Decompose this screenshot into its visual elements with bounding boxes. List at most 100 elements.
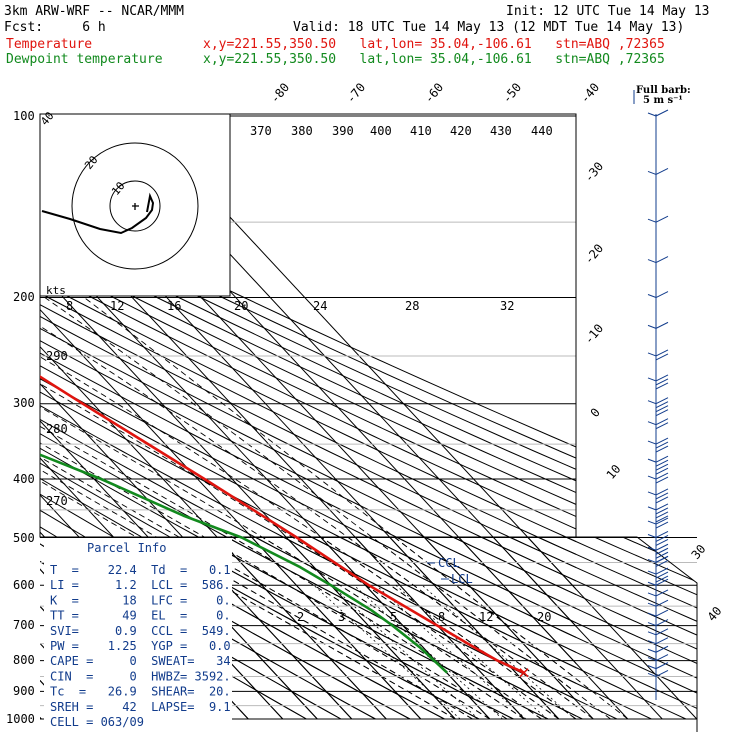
wind-barb-icon [647,578,669,586]
mixing-ratio-line [330,584,479,720]
forecast-hour: Fcst: 6 h [4,20,106,35]
isotherm-line [0,116,7,719]
pressure-label: 700 [13,618,35,632]
isotherm-label: -40 [578,80,603,106]
wind-barb-icon [647,397,669,417]
wind-barb-icon [647,374,669,390]
plot-frame [39,113,577,538]
dewpoint-trace [40,453,448,674]
wind-barbs [647,109,669,700]
moist-adiabat-line [40,537,560,720]
wind-barb-icon [647,645,669,653]
isotherm-label: -60 [422,80,447,106]
valid-time: Valid: 18 UTC Tue 14 May 13 (12 MDT Tue … [293,20,684,35]
wind-barb-icon [647,215,669,223]
parcel-info-panel: Parcel Info T = 22.4 Td = 0.1LI = 1.2 LC… [44,538,232,729]
mixing-ratio-labels: 2 3 5 8 12 20 [297,610,551,624]
mixing-ratio-label: 2 [297,610,304,624]
pressure-label: 200 [13,290,35,304]
isotherm-line [66,537,629,720]
model-title: 3km ARW-WRF -- NCAR/MMM [4,4,184,19]
pressure-label: 500 [13,531,35,545]
moist-adiabat-line [40,537,456,720]
theta-labels: 370 380 390 400 410 420 430 440 290 280 … [46,124,553,508]
parcel-info-row: K = 18 LFC = 0. [50,593,231,607]
hodograph-trace [41,192,155,235]
isotherm-line [40,537,491,720]
moist-adiabat-line [40,537,577,720]
pressure-label: 400 [13,472,35,486]
isotherm-label: -30 [582,159,607,185]
temperature-legend-info: x,y=221.55,350.50 lat,lon= 35.04,-106.61… [203,37,665,52]
isotherm-label: 40 [705,604,725,624]
theta-label: 410 [410,124,432,138]
isotherm-label: 0 [588,405,603,420]
lcl-label: LCL [451,572,473,586]
isotherm-label: -20 [582,241,607,267]
dewpoint-legend-info: x,y=221.55,350.50 lat,lon= 35.04,-106.61… [203,52,665,67]
speed-label: 28 [405,299,419,313]
mixing-ratio-label: 20 [537,610,551,624]
wind-barb-icon [647,167,669,175]
theta-label: 380 [291,124,313,138]
theta-label: 390 [332,124,354,138]
wind-barb-icon [647,321,669,329]
isotherm-line [40,537,525,720]
parcel-info-background [44,538,232,728]
sounding-traces [40,375,529,678]
pressure-label: 100 [13,109,35,123]
dewpoint-legend-label: Dewpoint temperature [6,52,163,67]
speed-axis-labels: 8 12 16 20 24 28 32 [66,299,514,313]
hodograph-origin-icon [132,203,139,210]
parcel-info-title: Parcel Info [87,541,166,555]
ccl-label: CCL [438,556,460,570]
wind-barb-icon [647,619,669,627]
wind-barb-icon [647,609,669,617]
moist-adiabat-line [40,537,611,720]
mixing-ratio-line [395,584,548,720]
isotherm-label: -70 [344,80,369,106]
wind-barb-icon [647,455,669,475]
temperature-legend-label: Temperature [6,37,92,52]
parcel-info-row: CIN = 0 HWBZ= 3592. [50,669,231,683]
barb-legend-value: 5 m s⁻¹ [643,95,683,106]
parcel-info-row: T = 22.4 Td = 0.1 [50,563,231,577]
barb-legend-title: Full barb: [636,85,691,96]
wind-barb-icon [647,555,669,567]
speed-label: 20 [234,299,248,313]
wind-barb-icon [647,628,669,636]
theta-label: 400 [370,124,392,138]
wind-barb-icon [647,256,669,264]
isotherm-line [40,537,594,720]
isotherm-line [0,116,7,719]
parcel-info-row: CAPE = 0 SWEAT= 34 [50,654,231,668]
isotherm-line [40,537,422,720]
temperature-trace [40,375,525,674]
pressure-label: 800 [13,653,35,667]
isotherm-label: 30 [689,542,709,562]
mixing-ratio-label: 3 [338,610,345,624]
moist-adiabat-line [40,537,542,720]
surface-parcel-icon [519,668,529,678]
isotherm-label: -80 [268,80,293,106]
mixing-ratio-label: 12 [479,610,493,624]
isotherm-label: 10 [604,462,624,482]
pressure-label: 900 [13,684,35,698]
wind-barb-icon [647,654,669,662]
wind-barb-icon [647,543,669,563]
level-markers: CCL LCL [427,556,473,586]
moist-adiabat-line [40,263,576,680]
speed-label: 8 [66,299,73,313]
theta-label: 290 [46,349,68,363]
pressure-label: 300 [13,396,35,410]
wind-barb-icon [647,488,669,504]
speed-label: 32 [500,299,514,313]
mixing-ratio-line [421,584,576,720]
theta-label: 440 [531,124,553,138]
pressure-label: 1000 [6,712,35,726]
wind-barb-icon [647,531,669,546]
wind-barb-icon [647,662,669,670]
wind-barb-icon [647,589,669,597]
wind-barb-icon [647,517,669,529]
